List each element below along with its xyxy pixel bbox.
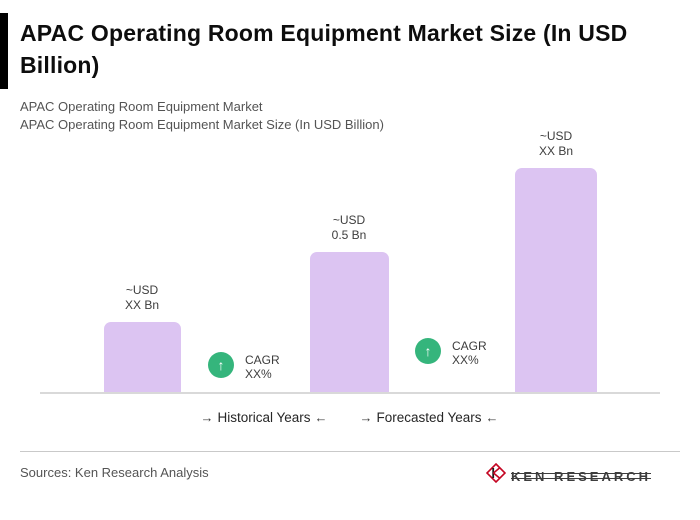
footer-divider — [20, 451, 680, 452]
right-arrow-icon: → — [359, 410, 373, 425]
bar-value-line: ~USD — [332, 213, 366, 228]
growth-up-arrow-icon: ↑ — [208, 352, 234, 378]
bar-historical — [104, 322, 181, 392]
cagr-annotation: ↑ CAGR XX% — [208, 352, 280, 382]
ken-research-logo-text: KEN RESEARCH — [511, 468, 652, 484]
bar-forecast — [515, 168, 597, 392]
left-arrow-icon: ← — [485, 410, 499, 425]
ken-research-logo: KEN RESEARCH — [485, 462, 652, 488]
cagr-value-line: XX% — [452, 353, 479, 368]
bar-value-line: XX Bn — [124, 297, 160, 312]
cagr-text-line: CAGR — [245, 353, 280, 367]
title-accent-bar — [0, 13, 8, 89]
bar-value-line: XX Bn — [538, 143, 574, 158]
bar-value-label: ~USD XX Bn — [510, 129, 602, 158]
bar-value-line: 0.5 Bn — [331, 227, 367, 242]
bar-value-label: ~USD 0.5 Bn — [303, 213, 395, 242]
left-arrow-icon: ← — [314, 410, 328, 425]
bar-value-line: ~USD — [539, 129, 573, 144]
bar-value-label: ~USD XX Bn — [96, 283, 188, 312]
x-group-label: Forecasted Years — [376, 410, 482, 425]
growth-up-arrow-icon: ↑ — [415, 338, 441, 364]
x-group-label: Historical Years — [217, 410, 311, 425]
page-title: APAC Operating Room Equipment Market Siz… — [20, 20, 628, 78]
right-arrow-icon: → — [200, 410, 214, 425]
source-note: Sources: Ken Research Analysis — [20, 465, 209, 480]
subtitle-block: APAC Operating Room Equipment Market APA… — [20, 98, 384, 135]
x-group-historical: → Historical Years ← — [179, 410, 349, 425]
cagr-text-line: CAGR — [452, 339, 487, 353]
cagr-label: CAGR XX% — [245, 352, 280, 382]
bar-middle — [310, 252, 389, 392]
cagr-value-line: XX% — [245, 367, 272, 382]
chart-baseline — [40, 392, 660, 394]
subtitle-line-2: APAC Operating Room Equipment Market Siz… — [20, 117, 384, 133]
cagr-label: CAGR XX% — [452, 338, 487, 368]
ken-research-k-icon — [485, 462, 507, 488]
bar-value-line: ~USD — [125, 283, 159, 298]
x-group-forecasted: → Forecasted Years ← — [344, 410, 514, 425]
cagr-annotation: ↑ CAGR XX% — [415, 338, 487, 368]
subtitle-line-1: APAC Operating Room Equipment Market — [20, 99, 263, 114]
